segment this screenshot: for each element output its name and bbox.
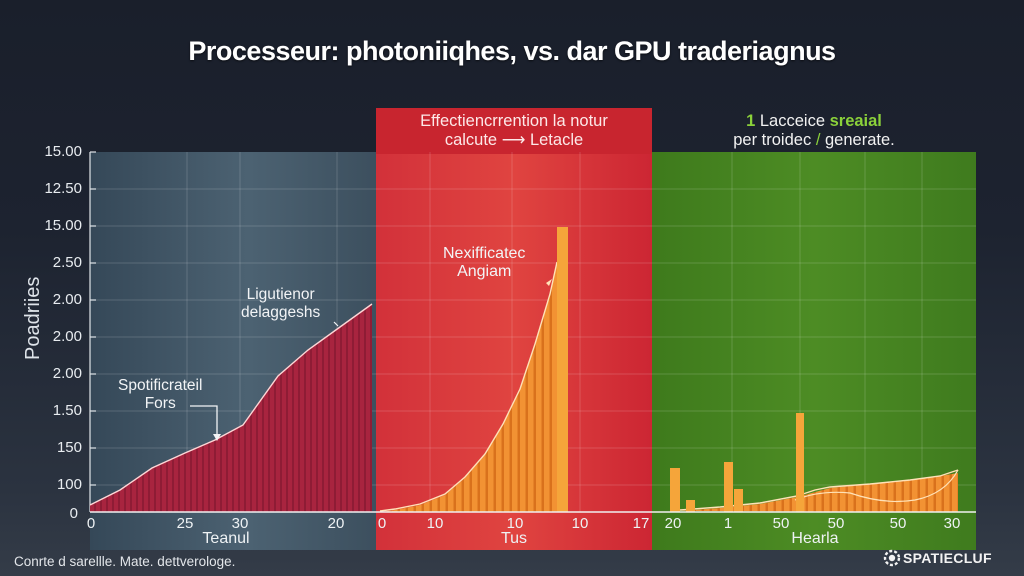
x-tick-left: 20 <box>327 515 345 532</box>
right-header-highlight: sreaial <box>829 112 882 130</box>
x-tick-middle: 17 <box>632 515 650 532</box>
y-axis <box>89 151 96 512</box>
right-series-curve <box>794 469 959 503</box>
slash-separator: / <box>815 131 821 149</box>
middle-header-line2: calcute ⟶ Letacle <box>376 131 652 150</box>
x-tick-left: 25 <box>176 515 194 532</box>
y-tick: 15.00 <box>44 143 82 160</box>
annotation-arrow-fors <box>190 405 218 436</box>
annotation-upper-left: Ligutienor delaggeshs <box>241 286 321 321</box>
right-header-line2-a: per troidec <box>733 131 812 149</box>
x-tick-right: 1 <box>723 515 733 532</box>
annotation-middle: Nexifficatec Angiam <box>443 245 526 280</box>
middle-panel-header-text: Effectiencrrention la notur calcute ⟶ Le… <box>376 112 652 150</box>
right-bar-1 <box>670 468 680 512</box>
x-tick-middle: 0 <box>377 515 387 532</box>
x-label-left: Teanul <box>202 530 250 547</box>
y-tick: 100 <box>56 476 82 493</box>
arrow-down-icon <box>213 434 221 441</box>
y-tick: 2.00 <box>52 328 82 345</box>
middle-header-word-b: Letacle <box>529 131 584 149</box>
y-tick: 2.00 <box>52 291 82 308</box>
middle-panel-header <box>376 108 652 154</box>
left-series-line <box>89 303 373 506</box>
annotation-lower-left: Spotificrateil Fors <box>118 377 203 412</box>
arrow-up-right-icon <box>546 279 552 286</box>
right-bar-5 <box>796 413 804 512</box>
footer-caption: Conrte d sarellle. Mate. dettverologe. <box>14 554 236 569</box>
middle-header-line1: Effectiencrrention la notur <box>420 112 608 130</box>
brand-gear-icon <box>883 549 901 567</box>
x-tick-right: 50 <box>827 515 845 532</box>
x-tick-right: 20 <box>664 515 682 532</box>
right-bar-4 <box>734 489 743 512</box>
middle-series-peak-bar <box>557 227 568 512</box>
x-tick-right: 50 <box>772 515 790 532</box>
x-tick-left: 0 <box>86 515 96 532</box>
right-panel-header-text: 1 Lacceice sreaial per troidec / generat… <box>652 112 976 150</box>
middle-series-area <box>380 227 568 512</box>
right-bar-2 <box>686 500 695 512</box>
right-bar-3 <box>724 462 733 512</box>
right-header-line1: 1 Lacceice sreaial <box>652 112 976 131</box>
arrow-right-icon: ⟶ <box>501 131 526 149</box>
y-tick: 15.00 <box>44 217 82 234</box>
y-tick: 2.50 <box>52 254 82 271</box>
y-axis-label: Poadriies <box>22 276 44 360</box>
y-tick: 2.00 <box>52 365 82 382</box>
x-label-right: Hearla <box>791 530 839 547</box>
y-tick: 0 <box>69 505 78 522</box>
x-tick-right: 30 <box>943 515 961 532</box>
x-tick-middle: 10 <box>426 515 444 532</box>
right-header-line2-b: generate. <box>825 131 895 149</box>
right-header-number: 1 <box>746 112 756 130</box>
y-tick: 12.50 <box>44 180 82 197</box>
x-tick-middle: 10 <box>571 515 589 532</box>
y-tick: 1.50 <box>52 402 82 419</box>
x-label-middle: Tus <box>500 530 528 547</box>
right-header-line2: per troidec / generate. <box>652 131 976 150</box>
y-tick: 150 <box>56 439 82 456</box>
brand-name: SPATIECLUF <box>903 550 992 566</box>
middle-header-word-a: calcute <box>444 131 498 149</box>
middle-series-line <box>379 261 558 512</box>
right-header-text: Lacceice <box>759 112 825 130</box>
x-tick-left: 30 <box>231 515 249 532</box>
annotation-marker-upper <box>333 321 339 327</box>
x-tick-right: 50 <box>889 515 907 532</box>
brand-logo: SPATIECLUF <box>883 549 992 567</box>
x-tick-middle: 10 <box>506 515 524 532</box>
chart-title: Processeur: photoniiqhes, vs. dar GPU tr… <box>188 36 836 66</box>
